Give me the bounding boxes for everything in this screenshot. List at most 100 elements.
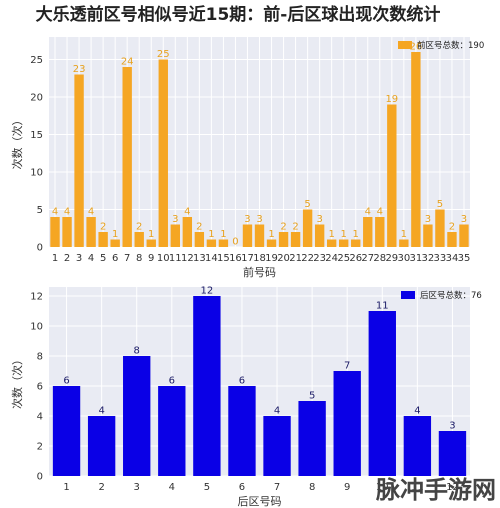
bar: [459, 224, 469, 247]
bar: [242, 224, 253, 247]
bar-value-label: 2: [100, 222, 106, 233]
bar-value-label: 4: [377, 207, 383, 218]
bar-value-label: 6: [169, 376, 175, 387]
x-tick-label: 4: [88, 253, 94, 264]
bar-value-label: 2: [136, 222, 142, 233]
bar-value-label: 3: [244, 214, 250, 225]
x-tick-label: 30: [397, 253, 410, 264]
bar-value-label: 1: [401, 229, 407, 240]
bars: [50, 52, 469, 247]
x-tick-label: 31: [410, 253, 423, 264]
x-tick-label: 5: [100, 253, 106, 264]
bar-value-label: 4: [274, 406, 280, 417]
bar: [123, 356, 151, 476]
x-tick-label: 2: [64, 253, 70, 264]
bar-value-label: 3: [256, 214, 262, 225]
x-tick-label: 35: [458, 253, 471, 264]
bar-value-label: 1: [220, 229, 226, 240]
x-tick-label: 33: [434, 253, 447, 264]
x-ticks: 1 2 3 4 5 6 7 8 9 10 11 12: [63, 482, 458, 493]
bar: [170, 224, 180, 247]
x-tick-label: 5: [204, 482, 210, 493]
x-tick-label: 12: [181, 253, 194, 264]
x-tick-label: 8: [136, 253, 142, 264]
bar: [194, 232, 205, 247]
y-tick-label: 4: [37, 412, 43, 423]
y-ticks: 0 5 10 15 20 25: [30, 55, 43, 254]
legend-swatch: [398, 41, 412, 49]
x-tick-label: 22: [301, 253, 314, 264]
bar-value-label: 2: [196, 222, 202, 233]
x-tick-label: 23: [313, 253, 326, 264]
bar: [254, 224, 265, 247]
x-tick-label: 16: [229, 253, 242, 264]
bar-value-label: 1: [148, 229, 154, 240]
y-tick-label: 8: [37, 352, 43, 363]
bar: [182, 217, 193, 247]
x-tick-label: 15: [217, 253, 230, 264]
bar-value-label: 5: [309, 391, 315, 402]
bar: [326, 239, 337, 247]
legend-label: 后区号总数：76: [420, 290, 482, 301]
bar: [298, 401, 326, 476]
x-tick-label: 11: [411, 482, 424, 493]
bar-value-label: 3: [425, 214, 431, 225]
x-tick-label: 29: [385, 253, 398, 264]
x-tick-label: 1: [63, 482, 69, 493]
x-tick-label: 27: [361, 253, 374, 264]
bar-value-label: 4: [52, 207, 58, 218]
legend: 后区号总数：76: [401, 290, 482, 301]
x-tick-label: 7: [124, 253, 130, 264]
bar-value-label: 2: [449, 222, 455, 233]
x-ticks: 1 2 3 4 5 6 7 8 9 10 11 12 13 14 15 16 17 18 19 20 21 22 23 24 2…: [52, 253, 471, 264]
bar-value-label: 5: [437, 199, 443, 210]
legend-swatch: [401, 291, 415, 299]
x-tick-label: 4: [169, 482, 175, 493]
data-labels: 6 4 8 6 12 6 4 5 7 11 4 3: [63, 286, 455, 432]
y-tick-label: 12: [30, 292, 43, 303]
bar-value-label: 3: [449, 421, 455, 432]
x-tick-label: 9: [344, 482, 350, 493]
bar: [423, 224, 433, 247]
bar-value-label: 24: [121, 57, 134, 68]
bar-value-label: 3: [461, 214, 467, 225]
x-tick-label: 32: [422, 253, 435, 264]
bar: [314, 224, 325, 247]
bar: [375, 217, 385, 247]
x-tick-label: 28: [373, 253, 386, 264]
bar-value-label: 25: [157, 49, 170, 60]
bar: [387, 104, 397, 247]
bar-value-label: 12: [201, 286, 214, 297]
bar: [278, 232, 289, 247]
bar: [206, 239, 217, 247]
bar-value-label: 4: [184, 207, 190, 218]
x-axis-label: 前号码: [243, 265, 276, 279]
bar-value-label: 1: [268, 229, 274, 240]
bar-value-label: 19: [385, 94, 398, 105]
y-tick-label: 20: [30, 93, 43, 104]
y-tick-label: 0: [37, 243, 43, 254]
x-tick-label: 10: [157, 253, 170, 264]
bar: [228, 386, 256, 476]
x-tick-label: 3: [134, 482, 140, 493]
y-tick-label: 6: [37, 382, 43, 393]
bar: [98, 232, 108, 247]
bars: [52, 296, 467, 476]
watermark: 脉冲手游网: [375, 476, 496, 504]
x-tick-label: 21: [289, 253, 302, 264]
bar: [351, 239, 361, 247]
bar-value-label: 4: [88, 207, 94, 218]
bar-value-label: 2: [292, 222, 298, 233]
bar-value-label: 3: [316, 214, 322, 225]
x-tick-label: 24: [325, 253, 338, 264]
bar: [52, 386, 81, 476]
x-tick-label: 6: [112, 253, 118, 264]
bar-value-label: 11: [376, 301, 389, 312]
x-tick-label: 3: [76, 253, 82, 264]
bar-value-label: 8: [134, 346, 140, 357]
plot-area: [49, 287, 470, 476]
bar-value-label: 7: [344, 361, 350, 372]
